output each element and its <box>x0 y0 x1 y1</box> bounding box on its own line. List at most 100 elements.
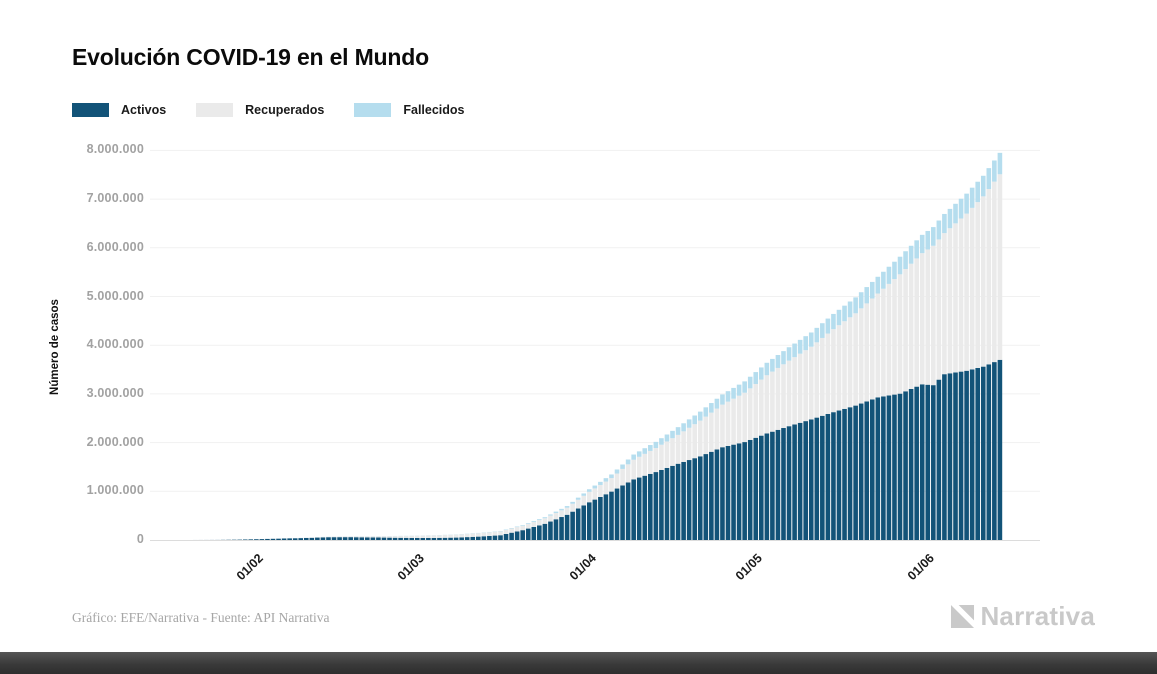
bar-fallecidos <box>714 398 720 409</box>
bar-recuperados <box>376 536 381 538</box>
bar-recuperados <box>908 263 914 389</box>
bar-activos <box>914 386 919 540</box>
bar-activos <box>464 537 470 540</box>
bar-recuperados <box>331 536 337 538</box>
bar-activos <box>919 384 925 540</box>
bar-fallecidos <box>725 391 731 402</box>
bar-activos <box>742 442 747 540</box>
bar-recuperados <box>537 520 542 526</box>
bar-activos <box>270 538 276 540</box>
bar-activos <box>753 437 759 540</box>
bar-fallecidos <box>742 381 747 393</box>
bar-recuperados <box>975 202 981 369</box>
bar-activos <box>414 537 420 540</box>
bar-fallecidos <box>592 485 598 489</box>
bar-activos <box>703 454 709 540</box>
bar-activos <box>869 399 875 540</box>
bar-fallecidos <box>820 323 825 338</box>
bar-fallecidos <box>692 415 698 425</box>
bar-recuperados <box>387 536 392 538</box>
bar-fallecidos <box>953 203 958 224</box>
bar-fallecidos <box>803 336 808 351</box>
bar-recuperados <box>348 536 353 538</box>
bar-fallecidos <box>997 152 1003 175</box>
bar-recuperados <box>525 523 531 529</box>
bar-activos <box>886 395 892 540</box>
bar-activos <box>980 366 986 540</box>
bar-recuperados <box>858 308 864 404</box>
bar-activos <box>903 391 908 540</box>
legend-swatch-recuperados <box>196 103 234 117</box>
bar-recuperados <box>953 223 958 373</box>
bar-recuperados <box>581 495 587 506</box>
bar-fallecidos <box>553 511 559 513</box>
bar-fallecidos <box>969 187 975 208</box>
bar-activos <box>431 537 437 540</box>
bar-recuperados <box>847 317 853 408</box>
bar-recuperados <box>742 392 747 443</box>
bar-activos <box>292 538 298 540</box>
bar-activos <box>276 538 281 540</box>
bar-activos <box>648 473 653 540</box>
bar-recuperados <box>409 535 415 538</box>
bar-recuperados <box>553 512 559 520</box>
bar-recuperados <box>431 535 437 538</box>
bar-activos <box>387 537 392 540</box>
bar-recuperados <box>365 536 370 538</box>
bar-recuperados <box>836 325 842 411</box>
bar-recuperados <box>714 408 720 450</box>
bar-recuperados <box>869 298 875 400</box>
bar-activos <box>620 485 625 540</box>
bar-recuperados <box>842 321 847 409</box>
bar-activos <box>936 379 942 540</box>
bar-fallecidos <box>670 430 675 439</box>
bar-fallecidos <box>586 489 592 492</box>
bar-fallecidos <box>814 327 820 343</box>
bar-recuperados <box>492 531 498 536</box>
bar-recuperados <box>825 333 831 414</box>
bar-activos <box>542 523 548 540</box>
bar-activos <box>331 537 337 540</box>
legend-item-recuperados: Recuperados <box>196 103 324 117</box>
bar-recuperados <box>820 337 825 416</box>
bar-activos <box>254 539 259 540</box>
bar-recuperados <box>614 473 620 489</box>
bar-activos <box>969 369 975 540</box>
bar-fallecidos <box>520 525 525 526</box>
y-tick-label: 5.000.000 <box>86 288 144 303</box>
bar-fallecidos <box>964 193 969 214</box>
bar-fallecidos <box>720 394 725 405</box>
bar-fallecidos <box>598 481 603 485</box>
bar-recuperados <box>414 535 420 538</box>
bar-fallecidos <box>958 198 964 219</box>
bar-fallecidos <box>770 358 775 372</box>
bar-activos <box>320 537 326 540</box>
bar-recuperados <box>342 536 348 538</box>
y-tick-label: 6.000.000 <box>86 239 144 254</box>
bar-recuperados <box>514 527 520 532</box>
bar-fallecidos <box>758 367 764 380</box>
bar-recuperados <box>747 388 753 440</box>
bar-activos <box>581 505 587 540</box>
bar-recuperados <box>498 531 503 536</box>
bar-activos <box>770 431 775 540</box>
bar-recuperados <box>481 532 487 537</box>
bar-recuperados <box>531 521 537 527</box>
bar-recuperados <box>808 346 814 420</box>
bottom-edge-bar <box>0 652 1157 674</box>
bar-recuperados <box>814 342 820 418</box>
bar-activos <box>492 535 498 540</box>
bar-recuperados <box>575 499 581 509</box>
bar-fallecidos <box>925 230 931 250</box>
bar-recuperados <box>853 313 858 406</box>
bar-activos <box>797 422 803 540</box>
bar-activos <box>603 494 609 540</box>
bar-activos <box>298 538 304 540</box>
bar-fallecidos <box>681 423 686 432</box>
bar-recuperados <box>997 174 1003 360</box>
bar-activos <box>453 537 459 540</box>
bar-activos <box>636 477 642 540</box>
bar-activos <box>342 537 348 540</box>
bar-fallecidos <box>936 220 942 240</box>
bar-fallecidos <box>825 318 831 334</box>
